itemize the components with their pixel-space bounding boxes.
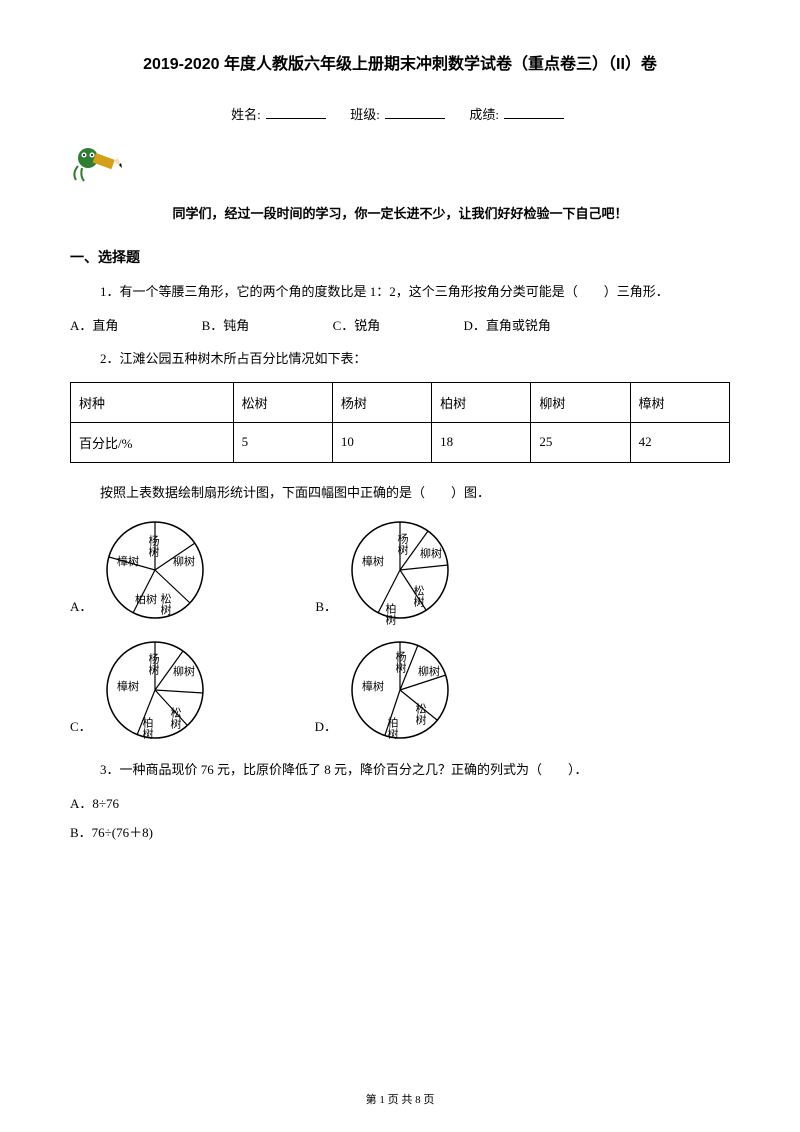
- th-yang: 杨树: [332, 382, 431, 422]
- encourage-text: 同学们，经过一段时间的学习，你一定长进不少，让我们好好检验一下自己吧！: [70, 203, 730, 222]
- q1-option-b: B．钝角: [202, 315, 250, 334]
- pencil-icon: [70, 138, 730, 183]
- svg-text:樟树: 樟树: [117, 679, 139, 693]
- q1-option-c: C．锐角: [333, 315, 381, 334]
- svg-text:杨树: 杨树: [147, 652, 160, 676]
- pie-option-c: C． 杨树 柳树 松树 柏树 樟树: [70, 635, 215, 745]
- svg-text:柳树: 柳树: [418, 664, 440, 678]
- question-1-options: A．直角 B．钝角 C．锐角 D．直角或锐角: [70, 315, 730, 334]
- q1-option-a: A．直角: [70, 315, 118, 334]
- svg-text:柏树: 柏树: [386, 716, 399, 740]
- svg-text:杨树: 杨树: [147, 534, 160, 558]
- pie-chart-d: 杨树 柳树 松树 柏树 樟树: [340, 635, 460, 745]
- table-row: 树种 松树 杨树 柏树 柳树 樟树: [71, 382, 730, 422]
- question-3: 3．一种商品现价 76 元，比原价降低了 8 元，降价百分之几？正确的列式为（ …: [100, 760, 730, 781]
- question-2-sub: 按照上表数据绘制扇形统计图，下面四幅图中正确的是（ ）图．: [100, 483, 730, 504]
- table-row: 百分比/% 5 10 18 25 42: [71, 422, 730, 462]
- page-footer: 第 1 页 共 8 页: [0, 1091, 800, 1107]
- pie-chart-c: 杨树 柳树 松树 柏树 樟树: [95, 635, 215, 745]
- svg-text:杨树: 杨树: [394, 650, 407, 674]
- svg-text:柏树: 柏树: [141, 716, 154, 740]
- svg-text:樟树: 樟树: [362, 554, 384, 568]
- question-1: 1．有一个等腰三角形，它的两个角的度数比是 1：2，这个三角形按角分类可能是（ …: [100, 282, 730, 303]
- svg-text:柏树: 柏树: [384, 602, 397, 625]
- svg-text:樟树: 樟树: [362, 679, 384, 693]
- th-liu: 柳树: [531, 382, 630, 422]
- score-label: 成绩:: [469, 107, 499, 122]
- q1-option-d: D．直角或锐角: [463, 315, 550, 334]
- section-1-header: 一、选择题: [70, 247, 730, 267]
- svg-text:松树: 松树: [159, 592, 172, 616]
- svg-text:柳树: 柳树: [420, 546, 442, 560]
- pie-row-1: A． 杨树 柳树 松树 柏树 樟树 B． 杨树 柳树 松树 柏树: [70, 515, 730, 625]
- svg-text:柏树: 柏树: [135, 592, 157, 606]
- pie-option-a: A． 杨树 柳树 松树 柏树 樟树: [70, 515, 215, 625]
- val-bai: 18: [432, 422, 531, 462]
- q3-option-a: A．8÷76: [70, 793, 730, 812]
- svg-text:松树: 松树: [414, 702, 427, 726]
- tree-table: 树种 松树 杨树 柏树 柳树 樟树 百分比/% 5 10 18 25 42: [70, 382, 730, 463]
- page-title: 2019-2020 年度人教版六年级上册期末冲刺数学试卷（重点卷三）（II）卷: [70, 50, 730, 74]
- val-song: 5: [233, 422, 332, 462]
- q3-option-b: B．76÷(76＋8): [70, 822, 730, 841]
- question-3-options: A．8÷76 B．76÷(76＋8): [70, 793, 730, 841]
- svg-text:樟树: 樟树: [117, 554, 139, 568]
- svg-text:杨树: 杨树: [396, 532, 409, 556]
- score-blank[interactable]: [504, 118, 564, 119]
- name-label: 姓名:: [231, 107, 261, 122]
- pie-chart-a: 杨树 柳树 松树 柏树 樟树: [95, 515, 215, 625]
- row-label: 百分比/%: [71, 422, 234, 462]
- name-blank[interactable]: [266, 118, 326, 119]
- th-song: 松树: [233, 382, 332, 422]
- class-blank[interactable]: [385, 118, 445, 119]
- label-c: C．: [70, 716, 92, 745]
- th-zhang: 樟树: [630, 382, 729, 422]
- student-info-line: 姓名: 班级: 成绩:: [70, 104, 730, 123]
- val-yang: 10: [332, 422, 431, 462]
- th-species: 树种: [71, 382, 234, 422]
- pie-chart-b: 杨树 柳树 松树 柏树 樟树: [340, 515, 460, 625]
- question-2: 2．江滩公园五种树木所占百分比情况如下表：: [100, 349, 730, 370]
- svg-text:柳树: 柳树: [173, 554, 195, 568]
- pie-row-2: C． 杨树 柳树 松树 柏树 樟树 D． 杨树 柳树 松树 柏树: [70, 635, 730, 745]
- svg-text:柳树: 柳树: [173, 664, 195, 678]
- val-liu: 25: [531, 422, 630, 462]
- val-zhang: 42: [630, 422, 729, 462]
- label-d: D．: [315, 716, 337, 745]
- label-a: A．: [70, 596, 92, 625]
- svg-text:松树: 松树: [412, 584, 425, 608]
- pie-option-b: B． 杨树 柳树 松树 柏树 樟树: [315, 515, 460, 625]
- label-b: B．: [315, 596, 337, 625]
- th-bai: 柏树: [432, 382, 531, 422]
- svg-text:松树: 松树: [169, 706, 182, 730]
- pie-option-d: D． 杨树 柳树 松树 柏树 樟树: [315, 635, 460, 745]
- class-label: 班级:: [350, 107, 380, 122]
